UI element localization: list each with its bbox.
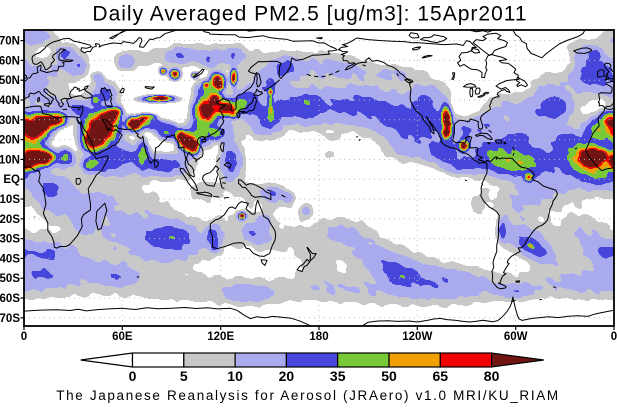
svg-text:30S: 30S xyxy=(0,234,20,246)
svg-text:20N: 20N xyxy=(0,135,20,147)
svg-text:40S: 40S xyxy=(0,253,20,265)
svg-text:65: 65 xyxy=(433,368,449,384)
svg-text:180: 180 xyxy=(309,331,328,343)
svg-text:120W: 120W xyxy=(402,331,432,343)
svg-text:40N: 40N xyxy=(0,95,20,107)
svg-text:30N: 30N xyxy=(0,115,20,127)
svg-text:120E: 120E xyxy=(207,331,234,343)
svg-text:60E: 60E xyxy=(112,331,133,343)
svg-text:The Japanese Reanalysis for Ae: The Japanese Reanalysis for Aerosol (JRA… xyxy=(56,388,560,403)
svg-text:EQ: EQ xyxy=(3,174,20,186)
svg-text:50S: 50S xyxy=(0,273,20,285)
svg-text:10N: 10N xyxy=(0,154,20,166)
svg-text:60S: 60S xyxy=(0,293,20,305)
svg-text:10S: 10S xyxy=(0,194,20,206)
svg-text:50: 50 xyxy=(381,368,397,384)
svg-text:0: 0 xyxy=(129,368,137,384)
svg-text:60W: 60W xyxy=(504,331,528,343)
svg-text:0: 0 xyxy=(611,331,617,343)
svg-text:80: 80 xyxy=(484,368,500,384)
svg-text:20: 20 xyxy=(279,368,295,384)
svg-text:35: 35 xyxy=(330,368,346,384)
svg-text:60N: 60N xyxy=(0,55,20,67)
svg-text:10: 10 xyxy=(227,368,243,384)
svg-text:50N: 50N xyxy=(0,75,20,87)
svg-text:5: 5 xyxy=(180,368,188,384)
svg-text:70S: 70S xyxy=(0,313,20,325)
svg-text:0: 0 xyxy=(21,331,27,343)
svg-text:70N: 70N xyxy=(0,36,20,48)
svg-text:20S: 20S xyxy=(0,214,20,226)
svg-text:Daily Averaged PM2.5 [ug/m3]:: Daily Averaged PM2.5 [ug/m3]: 15Apr2011 xyxy=(92,3,527,26)
